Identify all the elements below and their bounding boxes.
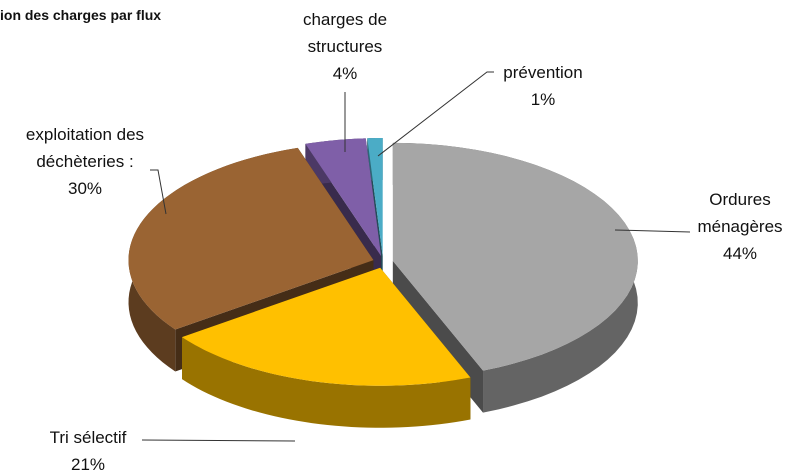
- leader-line: [150, 169, 167, 215]
- slice: [305, 138, 382, 257]
- slice-side: [182, 337, 471, 428]
- slice-label: prévention 1%: [478, 59, 608, 113]
- leader-line: [377, 71, 494, 157]
- slice: [367, 138, 383, 257]
- chart-title: ion des charges par flux: [0, 7, 162, 23]
- value-label: 1%: [530, 90, 556, 109]
- pie: [128, 138, 638, 428]
- value-label: 21%: [70, 455, 106, 472]
- slice-label: Ordures ménagères 44%: [680, 186, 790, 267]
- slice-wall: [392, 142, 484, 413]
- value-label: 44%: [722, 244, 758, 263]
- category-label: charges de structures: [302, 10, 388, 56]
- leader-line: [614, 229, 691, 233]
- slice: [128, 147, 374, 330]
- value-label: 30%: [67, 179, 103, 198]
- slice: [182, 267, 471, 386]
- category-label: prévention: [503, 63, 583, 82]
- category-label: Ordures ménagères: [697, 190, 783, 236]
- leader-lines: [141, 71, 691, 442]
- category-label: exploitation des déchèteries :: [25, 125, 145, 171]
- slice-label: Tri sélectif 21%: [28, 424, 148, 472]
- slice-label: exploitation des déchèteries : 30%: [0, 121, 170, 202]
- value-label: 4%: [332, 64, 358, 83]
- leader-line: [141, 439, 296, 442]
- slice-label: charges de structures 4%: [280, 6, 410, 87]
- slice: [392, 142, 638, 371]
- category-label: Tri sélectif: [49, 428, 127, 447]
